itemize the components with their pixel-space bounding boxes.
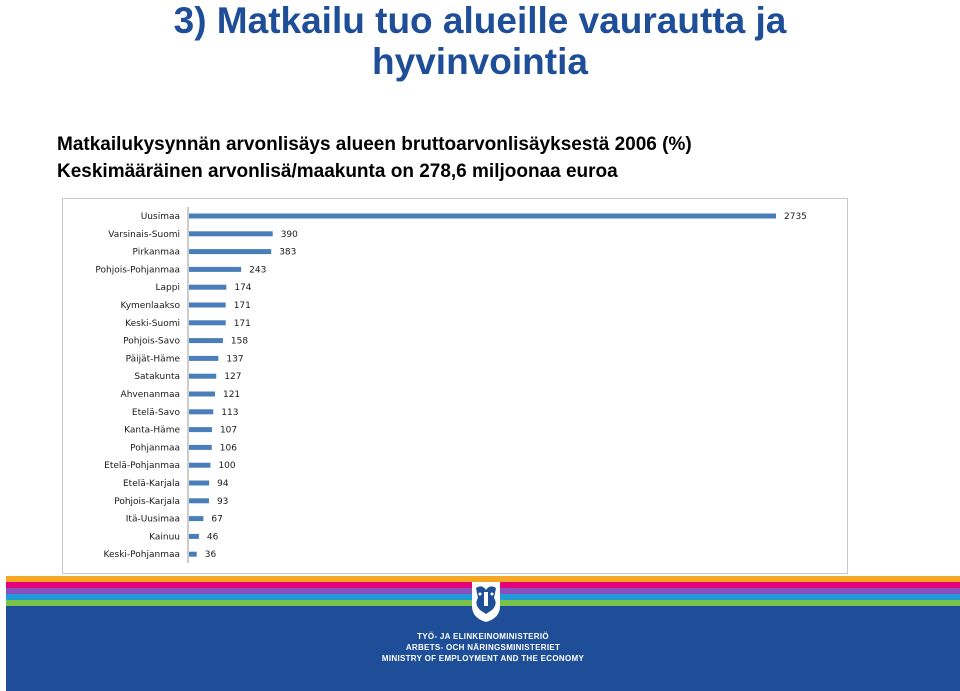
chart-subtitle-2: Keskimääräinen arvonlisä/maakunta on 278… [57,161,618,182]
bar [189,213,776,219]
bar-chart: Uusimaa 2735 Varsinais-Suomi 390 Pirkanmaa 38… [95,207,807,563]
category-label: Etelä-Pohjanmaa [104,461,180,471]
data-label: 383 [279,248,296,258]
category-label: Itä-Uusimaa [126,515,180,525]
data-label: 36 [205,550,217,560]
slide-title-line-1: 3) Matkailu tuo alueille vaurautta ja [173,0,787,41]
data-label: 46 [207,532,219,542]
category-label: Pohjois-Karjala [114,497,180,507]
category-label: Kanta-Häme [124,426,180,436]
bar [189,249,272,255]
category-label: Päijät-Häme [126,354,181,364]
category-label: Ahvenanmaa [121,390,180,400]
data-label: 93 [217,497,228,507]
data-label: 174 [234,283,251,293]
bar [189,231,273,237]
data-label: 171 [234,319,251,329]
category-label: Pohjois-Savo [123,337,180,347]
bar [189,462,211,468]
category-label: Kymenlaakso [120,301,180,311]
slide-title-line-2: hyvinvointia [372,41,588,82]
data-label: 67 [211,515,222,525]
bar [189,551,197,557]
category-label: Keski-Suomi [125,319,180,329]
bar [189,373,217,379]
category-label: Pohjois-Pohjanmaa [95,265,180,275]
data-label: 2735 [784,212,807,222]
data-label: 171 [234,301,251,311]
chart-frame: Uusimaa 2735 Varsinais-Suomi 390 Pirkanmaa 38… [62,198,848,574]
category-label: Kainuu [149,532,180,542]
bar [189,409,214,415]
ministry-name-fi: TYÖ- JA ELINKEINOMINISTERIÖ [417,632,549,641]
bar [189,355,219,361]
data-label: 127 [224,372,241,382]
bar [189,533,199,539]
data-label: 390 [281,230,298,240]
data-label: 158 [231,337,248,347]
ministry-name-en: MINISTRY OF EMPLOYMENT AND THE ECONOMY [381,654,585,663]
ministry-name-sv: ARBETS- OCH NÄRINGSMINISTERIET [405,643,561,652]
category-label: Varsinais-Suomi [108,230,180,240]
bar [189,516,204,522]
category-label: Satakunta [134,372,180,382]
data-label: 107 [220,426,237,436]
data-label: 137 [226,354,243,364]
bar [189,498,209,504]
footer-stripe-orange [6,576,960,582]
bar [189,284,227,290]
bar [189,444,212,450]
data-label: 100 [218,461,235,471]
data-label: 113 [221,408,238,418]
bar [189,391,215,397]
bar [189,320,226,326]
category-label: Etelä-Karjala [123,479,180,489]
bar [189,480,210,486]
bar [189,302,226,308]
data-label: 243 [249,265,266,275]
category-label: Pirkanmaa [132,248,180,258]
category-label: Uusimaa [141,212,180,222]
bar [189,266,242,272]
data-label: 106 [220,443,237,453]
footer-band: TYÖ- JA ELINKEINOMINISTERIÖ ARBETS- OCH … [6,576,960,691]
bar [189,338,223,344]
category-label: Lappi [156,283,180,293]
bar [189,427,212,433]
category-label: Pohjanmaa [130,443,180,453]
lion-coat-of-arms-icon [468,578,504,624]
chart-subtitle-1: Matkailukysynnän arvonlisäys alueen brut… [57,134,692,155]
data-label: 94 [217,479,229,489]
data-label: 121 [223,390,240,400]
category-label: Keski-Pohjanmaa [104,550,180,560]
category-label: Etelä-Savo [132,408,181,418]
